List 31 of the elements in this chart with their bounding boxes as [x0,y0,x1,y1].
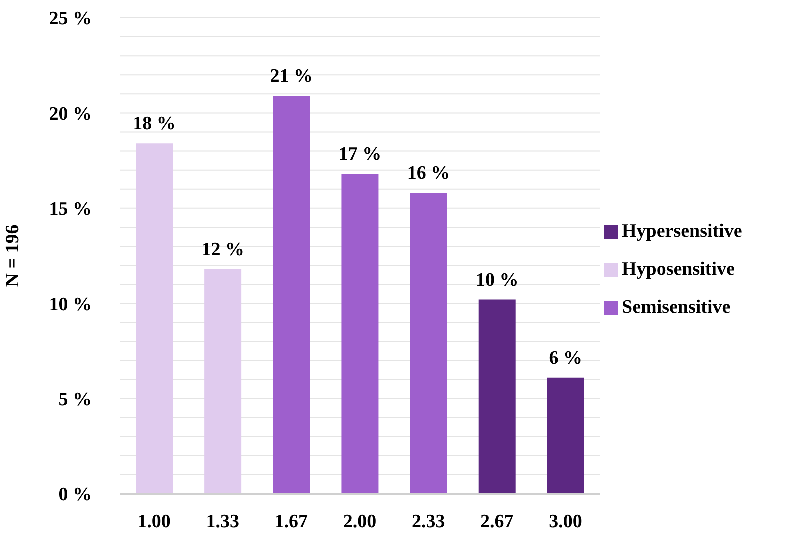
bar [342,174,379,494]
y-tick-label: 15 % [49,199,92,220]
x-tick-label: 1.67 [274,511,309,532]
bar [136,144,173,494]
x-tick-label: 2.33 [412,511,446,532]
data-label: 16 % [407,163,450,184]
y-axis-title: N = 196 [2,224,24,288]
legend-label: Semisensitive [622,296,731,318]
bar [547,378,584,494]
y-tick-label: 20 % [49,104,92,125]
x-tick-label: 1.33 [206,511,240,532]
y-tick-label: 0 % [58,484,92,506]
bar [410,193,448,494]
bar [478,300,516,494]
x-tick-label: 1.00 [138,511,171,532]
y-tick-label: 10 % [49,294,92,316]
y-tick-label: 5 % [58,390,92,411]
data-label: 17 % [338,144,382,166]
legend-label: Hyposensitive [622,258,735,280]
data-label: 21 % [270,66,314,88]
bar [273,96,310,494]
x-tick-label: 2.00 [343,511,377,532]
data-label: 6 % [549,348,583,369]
data-label: 10 % [476,270,519,291]
data-label: 18 % [133,114,176,135]
legend-label: Hypersensitive [622,220,742,242]
data-label: 12 % [202,239,244,260]
bar [204,269,242,494]
y-tick-label: 25 % [49,8,92,30]
x-tick-label: 3.00 [549,511,582,532]
x-tick-label: 2.67 [480,511,514,532]
